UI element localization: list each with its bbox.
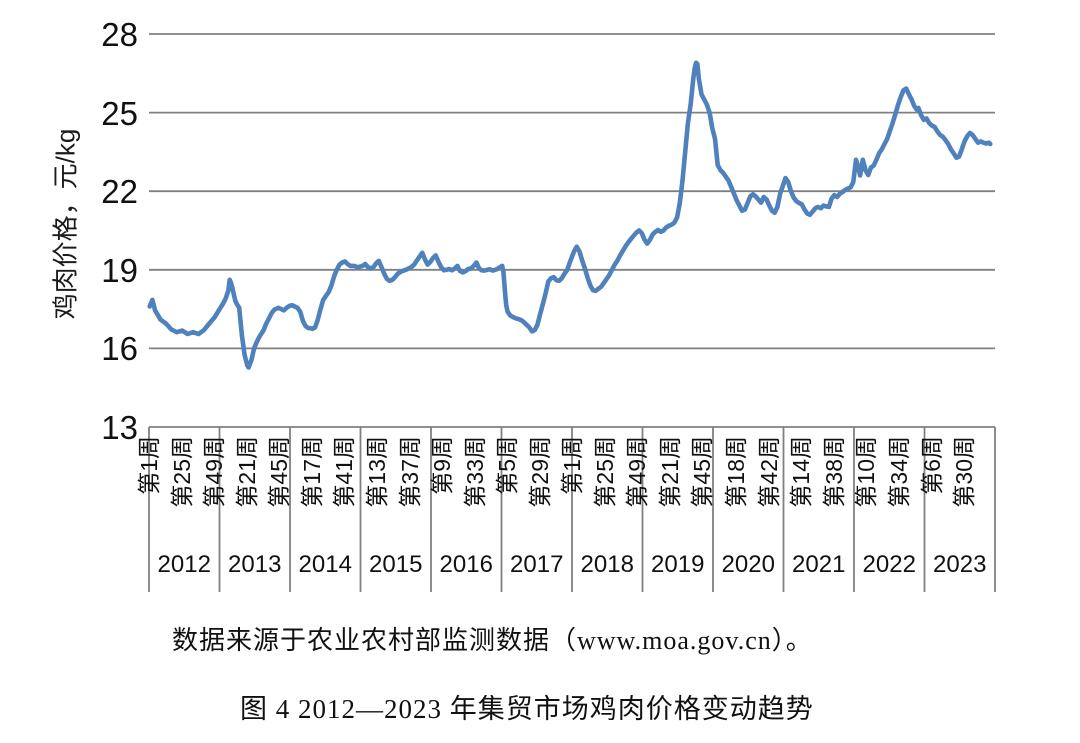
x-week-tick-label: 第10周 bbox=[853, 436, 880, 508]
x-week-tick-label: 第49周 bbox=[624, 436, 651, 508]
x-year-label: 2021 bbox=[792, 551, 846, 578]
data-source-note: 数据来源于农业农村部监测数据（www.moa.gov.cn）。 bbox=[172, 626, 813, 655]
x-week-tick-label: 第18周 bbox=[723, 436, 750, 508]
x-year-label: 2017 bbox=[510, 551, 564, 578]
x-week-tick-label: 第1周 bbox=[559, 436, 586, 495]
x-year-label: 2012 bbox=[157, 551, 211, 578]
x-year-label: 2022 bbox=[862, 551, 916, 578]
x-week-tick-label: 第34周 bbox=[885, 436, 912, 508]
x-week-tick-label: 第45周 bbox=[266, 436, 293, 508]
x-week-tick-label: 第42周 bbox=[755, 436, 782, 508]
x-year-label: 2018 bbox=[580, 551, 634, 578]
y-tick-label: 16 bbox=[101, 330, 138, 368]
x-year-label: 2020 bbox=[721, 551, 775, 578]
x-year-label: 2016 bbox=[439, 551, 493, 578]
x-week-tick-label: 第37周 bbox=[396, 436, 423, 508]
x-week-tick-label: 第6周 bbox=[918, 436, 945, 495]
x-week-tick-label: 第45周 bbox=[689, 436, 716, 508]
x-week-tick-label: 第29周 bbox=[526, 436, 553, 508]
x-week-tick-label: 第30周 bbox=[951, 436, 977, 508]
y-tick-label: 13 bbox=[101, 409, 138, 446]
x-week-tick-label: 第1周 bbox=[136, 436, 163, 495]
x-year-label: 2015 bbox=[369, 551, 423, 578]
x-year-label: 2023 bbox=[933, 551, 987, 578]
y-tick-label: 28 bbox=[101, 16, 138, 53]
x-week-tick-label: 第49周 bbox=[201, 436, 228, 508]
x-week-tick-label: 第38周 bbox=[820, 436, 847, 508]
x-week-tick-label: 第33周 bbox=[461, 436, 488, 508]
x-week-tick-label: 第21周 bbox=[656, 436, 683, 508]
x-week-tick-label: 第41周 bbox=[331, 436, 358, 508]
x-week-tick-label: 第9周 bbox=[429, 436, 455, 495]
x-year-label: 2013 bbox=[228, 551, 282, 578]
x-week-tick-label: 第17周 bbox=[298, 436, 325, 508]
y-tick-label: 22 bbox=[101, 173, 138, 211]
x-year-label: 2014 bbox=[298, 551, 352, 578]
y-tick-label: 19 bbox=[101, 251, 138, 289]
x-week-tick-label: 第21周 bbox=[233, 436, 260, 508]
y-tick-label: 25 bbox=[101, 94, 138, 132]
price-line-series bbox=[147, 60, 993, 370]
x-week-tick-label: 第25周 bbox=[591, 436, 618, 508]
x-week-tick-label: 第14周 bbox=[788, 436, 815, 508]
x-week-tick-label: 第25周 bbox=[168, 436, 195, 508]
x-week-tick-label: 第13周 bbox=[363, 436, 390, 508]
x-year-label: 2019 bbox=[651, 551, 705, 578]
figure-caption: 图 4 2012—2023 年集贸市场鸡肉价格变动趋势 bbox=[240, 694, 814, 724]
x-week-tick-label: 第5周 bbox=[494, 436, 521, 495]
